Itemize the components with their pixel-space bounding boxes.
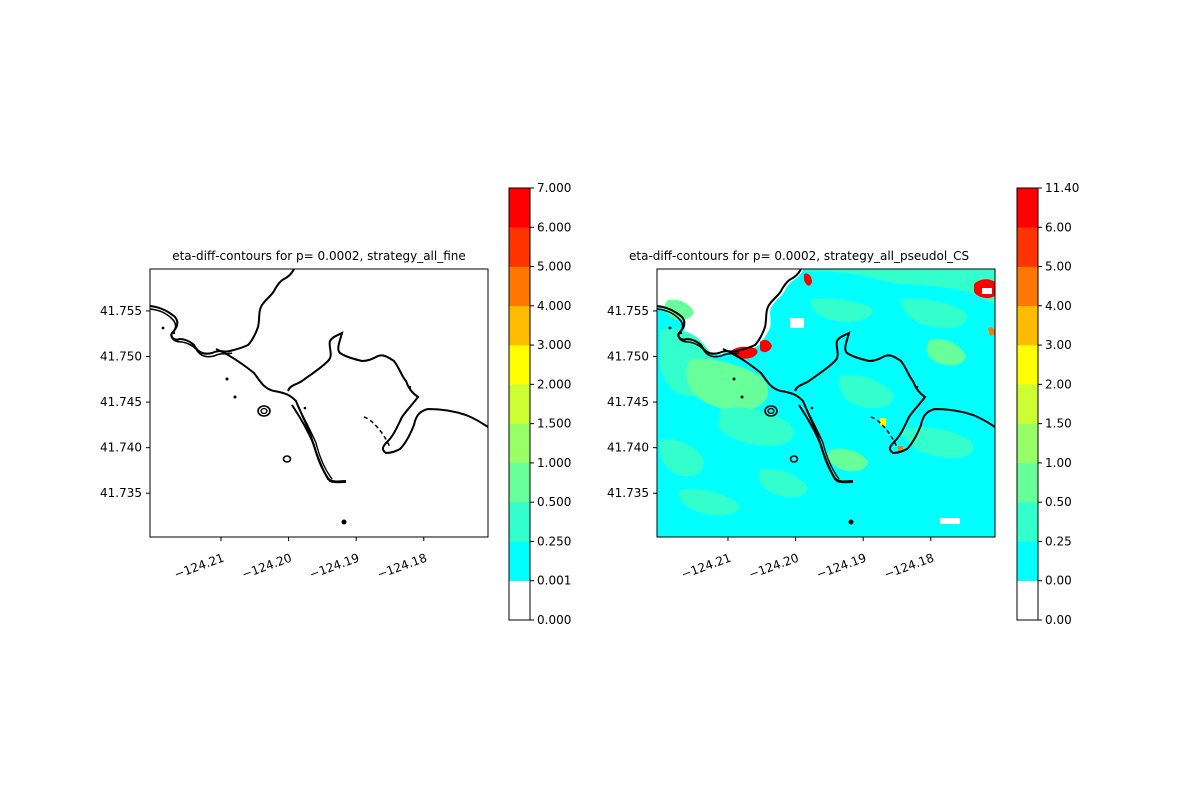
right-colorbar-label: 0.25: [1045, 534, 1072, 548]
left-colorbar-label: 2.000: [537, 377, 571, 391]
left-colorbar-band: [509, 305, 530, 346]
left-chart-title: eta-diff-contours for p= 0.0002, strateg…: [172, 249, 466, 263]
left-colorbar-band: [509, 266, 530, 307]
right-chart: eta-diff-contours for p= 0.0002, strateg…: [607, 181, 1079, 627]
right-colorbar-label: 5.00: [1045, 260, 1072, 274]
left-colorbar-label: 4.000: [537, 299, 571, 313]
left-y-tick-label: 41.735: [100, 486, 142, 500]
left-plot-background: [150, 269, 488, 537]
right-chart-title: eta-diff-contours for p= 0.0002, strateg…: [629, 249, 969, 263]
right-colorbar-band: [1017, 227, 1038, 267]
right-colorbar-frame: [1016, 187, 1039, 621]
left-colorbar-label: 1.500: [537, 417, 571, 431]
left-colorbar-label: 0.250: [537, 534, 571, 548]
left-x-tick-label: −124.19: [308, 551, 362, 582]
left-colorbar-label: 0.001: [537, 574, 571, 588]
left-colorbar-label: 3.000: [537, 338, 571, 352]
left-x-tick-label: −124.18: [375, 551, 429, 582]
right-x-tick-label: −124.21: [679, 551, 733, 582]
left-colorbar-label: 1.000: [537, 456, 571, 470]
right-colorbar-label: 11.40: [1045, 181, 1079, 195]
right-x-tick-label: −124.20: [747, 551, 801, 582]
right-x-tick-label: −124.18: [882, 551, 936, 582]
left-colorbar-label: 0.000: [537, 613, 571, 627]
right-colorbar-label: 0.00: [1045, 574, 1072, 588]
right-contour-fill: [657, 269, 995, 537]
left-colorbar-label: 5.000: [537, 260, 571, 274]
left-colorbar-label: 0.500: [537, 495, 571, 509]
right-colorbar: 0.00 0.00 0.25 0.50 1.00 1.50 2.00 3.00 4.00 5.00…: [1016, 181, 1079, 627]
left-y-tick-label: 41.740: [100, 441, 142, 455]
right-colorbar-band: [1017, 188, 1038, 228]
left-y-tick-label: 41.745: [100, 395, 142, 409]
right-colorbar-label: 4.00: [1045, 299, 1072, 313]
left-colorbar-label: 7.000: [537, 181, 571, 195]
left-colorbar-band: [509, 541, 530, 582]
right-y-tick-label: 41.740: [607, 441, 649, 455]
right-colorbar-label: 1.50: [1045, 417, 1072, 431]
left-colorbar-band: [509, 580, 530, 621]
left-y-tick-label: 41.750: [100, 350, 142, 364]
right-y-tick-label: 41.745: [607, 395, 649, 409]
left-colorbar-band: [509, 502, 530, 542]
right-colorbar-band: [1017, 502, 1038, 542]
right-colorbar-label: 3.00: [1045, 338, 1072, 352]
left-plot-frame: [149, 268, 489, 538]
right-colorbar-band: [1017, 580, 1038, 621]
right-colorbar-band: [1017, 462, 1038, 503]
right-colorbar-label: 2.00: [1045, 377, 1072, 391]
right-colorbar-band: [1017, 266, 1038, 307]
left-colorbar-band: [509, 384, 530, 424]
left-x-tick-label: −124.21: [172, 551, 226, 582]
right-colorbar-band: [1017, 345, 1038, 385]
right-colorbar-band: [1017, 305, 1038, 346]
right-y-tick-label: 41.750: [607, 350, 649, 364]
right-plot-frame: [656, 268, 996, 538]
left-colorbar-band: [509, 423, 530, 464]
right-y-tick-label: 41.735: [607, 486, 649, 500]
left-colorbar-band: [509, 462, 530, 503]
left-y-tick-label: 41.755: [100, 304, 142, 318]
left-colorbar-label: 6.000: [537, 220, 571, 234]
left-x-tick-label: −124.20: [240, 551, 294, 582]
right-y-tick-label: 41.755: [607, 304, 649, 318]
right-colorbar-label: 0.50: [1045, 495, 1072, 509]
left-chart: eta-diff-contours for p= 0.0002, strateg…: [100, 181, 571, 627]
right-colorbar-label: 6.00: [1045, 220, 1072, 234]
right-colorbar-band: [1017, 384, 1038, 424]
right-x-tick-label: −124.19: [815, 551, 869, 582]
left-colorbar-band: [509, 188, 530, 228]
right-colorbar-label: 0.00: [1045, 613, 1072, 627]
left-colorbar-frame: [508, 187, 531, 621]
left-colorbar-band: [509, 345, 530, 385]
right-colorbar-band: [1017, 423, 1038, 464]
right-colorbar-label: 1.00: [1045, 456, 1072, 470]
left-colorbar-band: [509, 227, 530, 267]
left-colorbar: 0.000 0.001 0.250 0.500 1.000 1.500 2.000 3.000…: [508, 181, 571, 627]
right-colorbar-band: [1017, 541, 1038, 582]
